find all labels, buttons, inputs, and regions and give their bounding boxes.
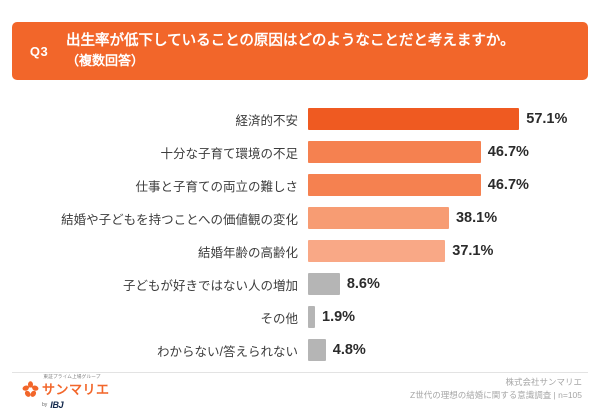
category-label: 結婚や子どもを持つことへの価値観の変化 [61, 212, 298, 227]
category-label: わからない/答えられない [157, 344, 298, 359]
bar [308, 306, 316, 328]
category-label: 子どもが好きではない人の増加 [122, 278, 298, 293]
logo-by-row: by IBJ [42, 400, 132, 410]
bar [308, 240, 446, 262]
logo-ibj: IBJ [50, 400, 64, 410]
bar-container: 38.1% [308, 207, 588, 229]
category-label: その他 [260, 311, 298, 326]
bar-value-label: 4.8% [332, 342, 366, 358]
bar-container: 8.6% [308, 273, 588, 295]
source-survey: Z世代の理想の結婚に関する意識調査 | n=105 [410, 390, 582, 400]
question-number-badge: Q3 [29, 43, 49, 59]
bar [308, 174, 481, 196]
footer-divider [12, 372, 588, 373]
bar-container: 37.1% [308, 240, 588, 262]
bar-value-label: 37.1% [452, 243, 494, 259]
question-text-line1: 出生率が低下していることの原因はどのようなことだと考えますか。 [66, 33, 515, 49]
bar [308, 339, 326, 361]
category-label: 経済的不安 [235, 113, 298, 128]
chart-row: 仕事と子育ての両立の難しさ 46.7% [12, 174, 588, 196]
logo-tagline: 東証プライム上場グループ [43, 374, 101, 379]
bar-container: 46.7% [308, 174, 588, 196]
question-text-line2: （複数回答） [66, 53, 145, 68]
logo-by-text: by [42, 402, 48, 408]
chart-row: その他 1.9% [12, 306, 588, 328]
brand-logo: 東証プライム上場グループ サンマリエ by IBJ [22, 374, 132, 412]
chart-row: 経済的不安 57.1% [12, 108, 588, 130]
bar-value-label: 46.7% [487, 144, 529, 160]
bar-value-label: 8.6% [346, 276, 380, 292]
bar-chart: 経済的不安 57.1% 十分な子育て環境の不足 46.7% 仕事と子育ての両立の難しさ 4… [12, 100, 588, 368]
bar-value-label: 46.7% [487, 177, 529, 193]
bar-container: 46.7% [308, 141, 588, 163]
bar [308, 273, 340, 295]
chart-row: 子どもが好きではない人の増加 8.6% [12, 273, 588, 295]
bar [308, 141, 481, 163]
chart-row: 結婚年齢の高齢化 37.1% [12, 240, 588, 262]
bar-container: 1.9% [308, 306, 588, 328]
source-credit: 株式会社サンマリエ Z世代の理想の結婚に関する意識調査 | n=105 [410, 376, 582, 402]
category-label: 仕事と子育ての両立の難しさ [135, 179, 298, 194]
bar-container: 4.8% [308, 339, 588, 361]
chart-row: 十分な子育て環境の不足 46.7% [12, 141, 588, 163]
bar-value-label: 57.1% [526, 111, 568, 127]
category-label: 結婚年齢の高齢化 [197, 245, 298, 260]
bar-container: 57.1% [308, 108, 588, 130]
chart-row: わからない/答えられない 4.8% [12, 339, 588, 361]
source-company: 株式会社サンマリエ [505, 377, 582, 387]
logo-main: サンマリエ [22, 381, 132, 398]
logo-name: サンマリエ [42, 382, 110, 397]
bar [308, 108, 520, 130]
bar-value-label: 38.1% [455, 210, 498, 226]
bar-value-label: 1.9% [322, 309, 356, 325]
category-label: 十分な子育て環境の不足 [160, 146, 298, 161]
bar [308, 207, 449, 229]
question-text: 出生率が低下していることの原因はどのようなことだと考えますか。 （複数回答） [66, 31, 525, 71]
flower-icon [22, 381, 39, 398]
chart-row: 結婚や子どもを持つことへの価値観の変化 38.1% [12, 207, 588, 229]
question-banner: Q3 出生率が低下していることの原因はどのようなことだと考えますか。 （複数回答… [12, 22, 588, 80]
